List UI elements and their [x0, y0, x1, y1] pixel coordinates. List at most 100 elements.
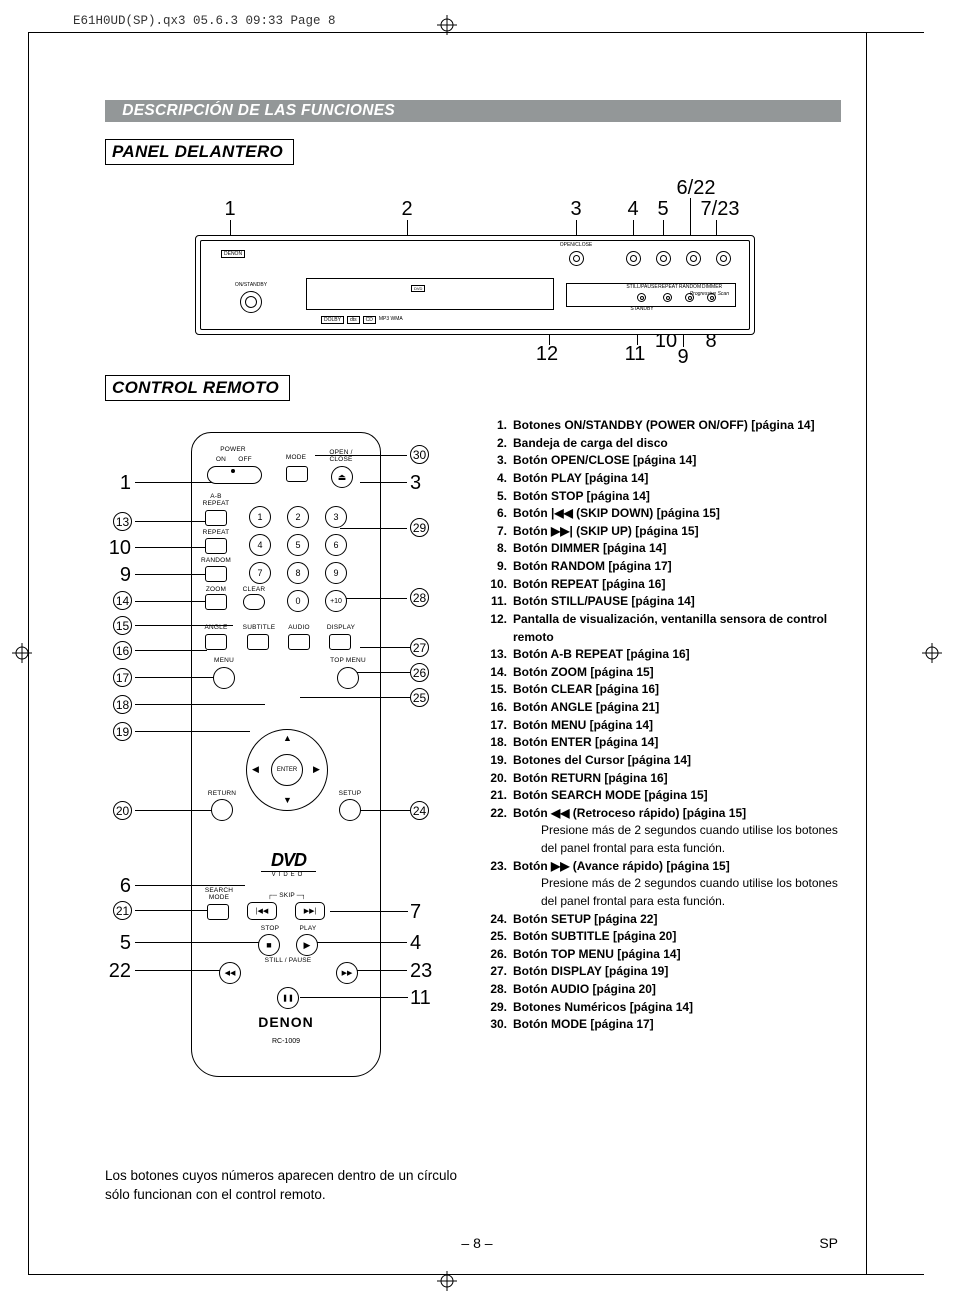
label: SETUP	[339, 790, 362, 797]
ab-repeat-button	[205, 510, 227, 526]
callout-num: 5	[101, 932, 131, 955]
label: A-B REPEAT	[203, 493, 230, 507]
label: TOP MENU	[330, 657, 366, 664]
label: OPEN / CLOSE	[329, 449, 352, 463]
remote-title: CONTROL REMOTO	[105, 375, 290, 401]
dimmer-button	[707, 293, 716, 302]
label: MENU	[214, 657, 234, 664]
label: STANDBY	[630, 306, 653, 312]
footnote: Los botones cuyos números aparecen dentr…	[105, 1167, 475, 1205]
label: ON/STANDBY	[235, 282, 267, 288]
label: MODE	[286, 454, 306, 461]
mode-button	[286, 466, 308, 482]
function-item: 18.Botón ENTER [página 14]	[485, 734, 841, 752]
label: REPEAT	[658, 284, 678, 290]
digit-0: 0	[288, 591, 308, 611]
skip-prev-button: |◀◀	[247, 902, 277, 920]
label: ON	[216, 456, 226, 463]
digit-4: 4	[250, 535, 270, 555]
zoom-button	[205, 594, 227, 610]
callout-num: 6	[101, 875, 131, 898]
callout-circle: 20	[113, 801, 132, 820]
function-item: 7.Botón ▶▶| (SKIP UP) [página 15]	[485, 523, 841, 541]
section-heading: ..DESCRIPCIÓN DE LAS FUNCIONES	[105, 100, 841, 122]
callout-circle: 16	[113, 641, 132, 660]
label: POWER	[220, 446, 246, 453]
label: STILL / PAUSE	[265, 957, 312, 964]
language-code: SP	[819, 1235, 838, 1251]
digit-5: 5	[288, 535, 308, 555]
label: PLAY	[300, 925, 317, 932]
front-panel-diagram: 1 2 3 4 5 6/22 7/23 12 11 10 9 8	[105, 170, 841, 375]
angle-button	[205, 634, 227, 650]
callout-circle: 15	[113, 616, 132, 635]
function-item: 22.Botón ◀◀ (Retroceso rápido) [página 1…	[485, 805, 841, 858]
menu-button	[213, 667, 235, 689]
callout-num: 2	[401, 198, 412, 221]
remote-model: RC-1009	[272, 1038, 300, 1045]
arrow-up-icon: ▲	[283, 733, 292, 743]
callout-num: 22	[101, 960, 131, 983]
num-0-button: 0	[287, 590, 309, 612]
label: ┌─ SKIP ─┐	[268, 892, 307, 899]
num-4-button: 4	[249, 534, 271, 556]
label: SUBTITLE	[243, 624, 276, 631]
play-button: ▶	[296, 934, 318, 956]
subtitle-button	[247, 634, 269, 650]
num-3-button: 3	[325, 506, 347, 528]
label: RETURN	[208, 790, 236, 797]
play-button	[626, 251, 641, 266]
callout-num: 6/22	[677, 177, 716, 200]
callout-num: 4	[627, 198, 638, 221]
function-item: 20.Botón RETURN [página 16]	[485, 770, 841, 788]
callout-circle: 19	[113, 722, 132, 741]
digit-1: 1	[250, 507, 270, 527]
function-item: 14.Botón ZOOM [página 15]	[485, 664, 841, 682]
rew-icon: ◀◀	[220, 963, 240, 983]
arrow-left-icon: ◀	[252, 764, 259, 775]
label: DISPLAY	[327, 624, 355, 631]
digit-3: 3	[326, 507, 346, 527]
function-item: 8.Botón DIMMER [página 14]	[485, 540, 841, 558]
repeat-button	[205, 538, 227, 554]
skip-prev-icon: |◀◀	[248, 903, 276, 919]
callout-circle: 29	[410, 518, 429, 537]
play-icon: ▶	[297, 935, 317, 955]
digit-2: 2	[288, 507, 308, 527]
remote-control-drawing: POWER ON OFF MODE OPEN / CLOSE ⏏ A-B REP…	[191, 432, 381, 1077]
function-item: 23.Botón ▶▶ (Avance rápido) [página 15]P…	[485, 858, 841, 911]
registration-mark-bottom	[437, 1271, 457, 1291]
function-item: 10.Botón REPEAT [página 16]	[485, 576, 841, 594]
clear-button	[243, 594, 265, 610]
skip-up-button	[716, 251, 731, 266]
callout-circle: 14	[113, 591, 132, 610]
label: AUDIO	[288, 624, 310, 631]
panel-title: PANEL DELANTERO	[105, 139, 294, 165]
callout-num: 3	[570, 198, 581, 221]
dvd-logo: DVD VIDEO	[261, 850, 316, 878]
label: RANDOM	[201, 557, 231, 564]
still-pause-button	[637, 293, 646, 302]
skip-down-button	[686, 251, 701, 266]
random-button	[205, 566, 227, 582]
label: STOP	[261, 925, 279, 932]
callout-num: 3	[410, 472, 421, 495]
page: E61H0UD(SP).qx3 05.6.3 09:33 Page 8 ..DE…	[0, 0, 954, 1306]
stop-icon: ■	[259, 935, 279, 955]
crop-line	[28, 1274, 924, 1275]
label: SEARCH MODE	[205, 887, 233, 901]
callout-circle: 24	[410, 801, 429, 820]
callout-num: 9	[101, 564, 131, 587]
num-8-button: 8	[287, 562, 309, 584]
crop-line	[866, 32, 867, 1274]
ff-icon: ▶▶	[337, 963, 357, 983]
stop-button	[656, 251, 671, 266]
callout-num: 9	[677, 346, 688, 369]
callout-circle: 26	[410, 663, 429, 682]
dvd-badge: DVD	[411, 285, 425, 292]
video-text: VIDEO	[261, 871, 316, 878]
label: DIMMER	[702, 284, 722, 290]
num-6-button: 6	[325, 534, 347, 556]
eject-icon: ⏏	[332, 467, 352, 487]
function-item: 17.Botón MENU [página 14]	[485, 717, 841, 735]
